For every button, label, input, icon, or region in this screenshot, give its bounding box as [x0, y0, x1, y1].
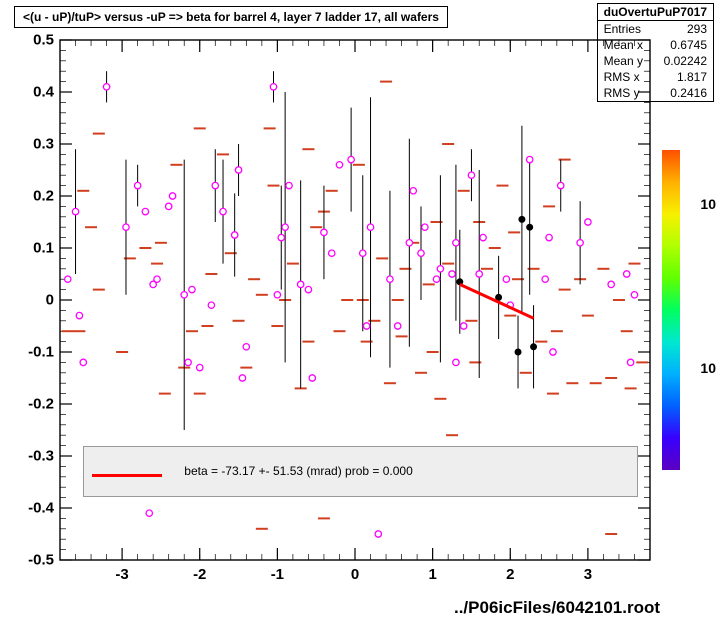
y-tick-label: 0.4: [33, 84, 60, 101]
colorbar-tick-label: 10: [700, 196, 716, 212]
x-tick-label: 0: [351, 560, 359, 583]
y-tick-label: -0.4: [28, 500, 60, 517]
legend-line-sample: [92, 474, 162, 477]
fit-legend: beta = -73.17 +- 51.53 (mrad) prob = 0.0…: [83, 446, 638, 497]
x-tick-label: -3: [115, 560, 128, 583]
stats-histogram-name: duOvertuPuP7017: [598, 4, 713, 21]
x-tick-label: 1: [428, 560, 436, 583]
x-tick-label: -1: [271, 560, 284, 583]
footer-filename: ../P06icFiles/6042101.root: [454, 598, 660, 618]
y-tick-label: -0.1: [28, 344, 60, 361]
x-tick-label: 2: [506, 560, 514, 583]
y-tick-label: 0.3: [33, 136, 60, 153]
x-tick-label: 3: [584, 560, 592, 583]
x-tick-label: -2: [193, 560, 206, 583]
colorbar: [662, 150, 680, 470]
y-tick-label: 0.1: [33, 240, 60, 257]
y-tick-label: 0: [46, 292, 60, 309]
y-tick-label: -0.2: [28, 396, 60, 413]
plot-area: -0.5-0.4-0.3-0.2-0.100.10.20.30.40.5 -3-…: [60, 40, 650, 560]
stats-row: Entries293: [598, 21, 713, 37]
y-tick-label: -0.3: [28, 448, 60, 465]
y-tick-label: 0.5: [33, 32, 60, 49]
y-tick-label: 0.2: [33, 188, 60, 205]
y-tick-label: -0.5: [28, 552, 60, 569]
chart-title: <(u - uP)/tuP> versus -uP => beta for ba…: [14, 6, 448, 28]
legend-text: beta = -73.17 +- 51.53 (mrad) prob = 0.0…: [184, 464, 412, 478]
colorbar-tick-label: 10: [700, 360, 716, 376]
